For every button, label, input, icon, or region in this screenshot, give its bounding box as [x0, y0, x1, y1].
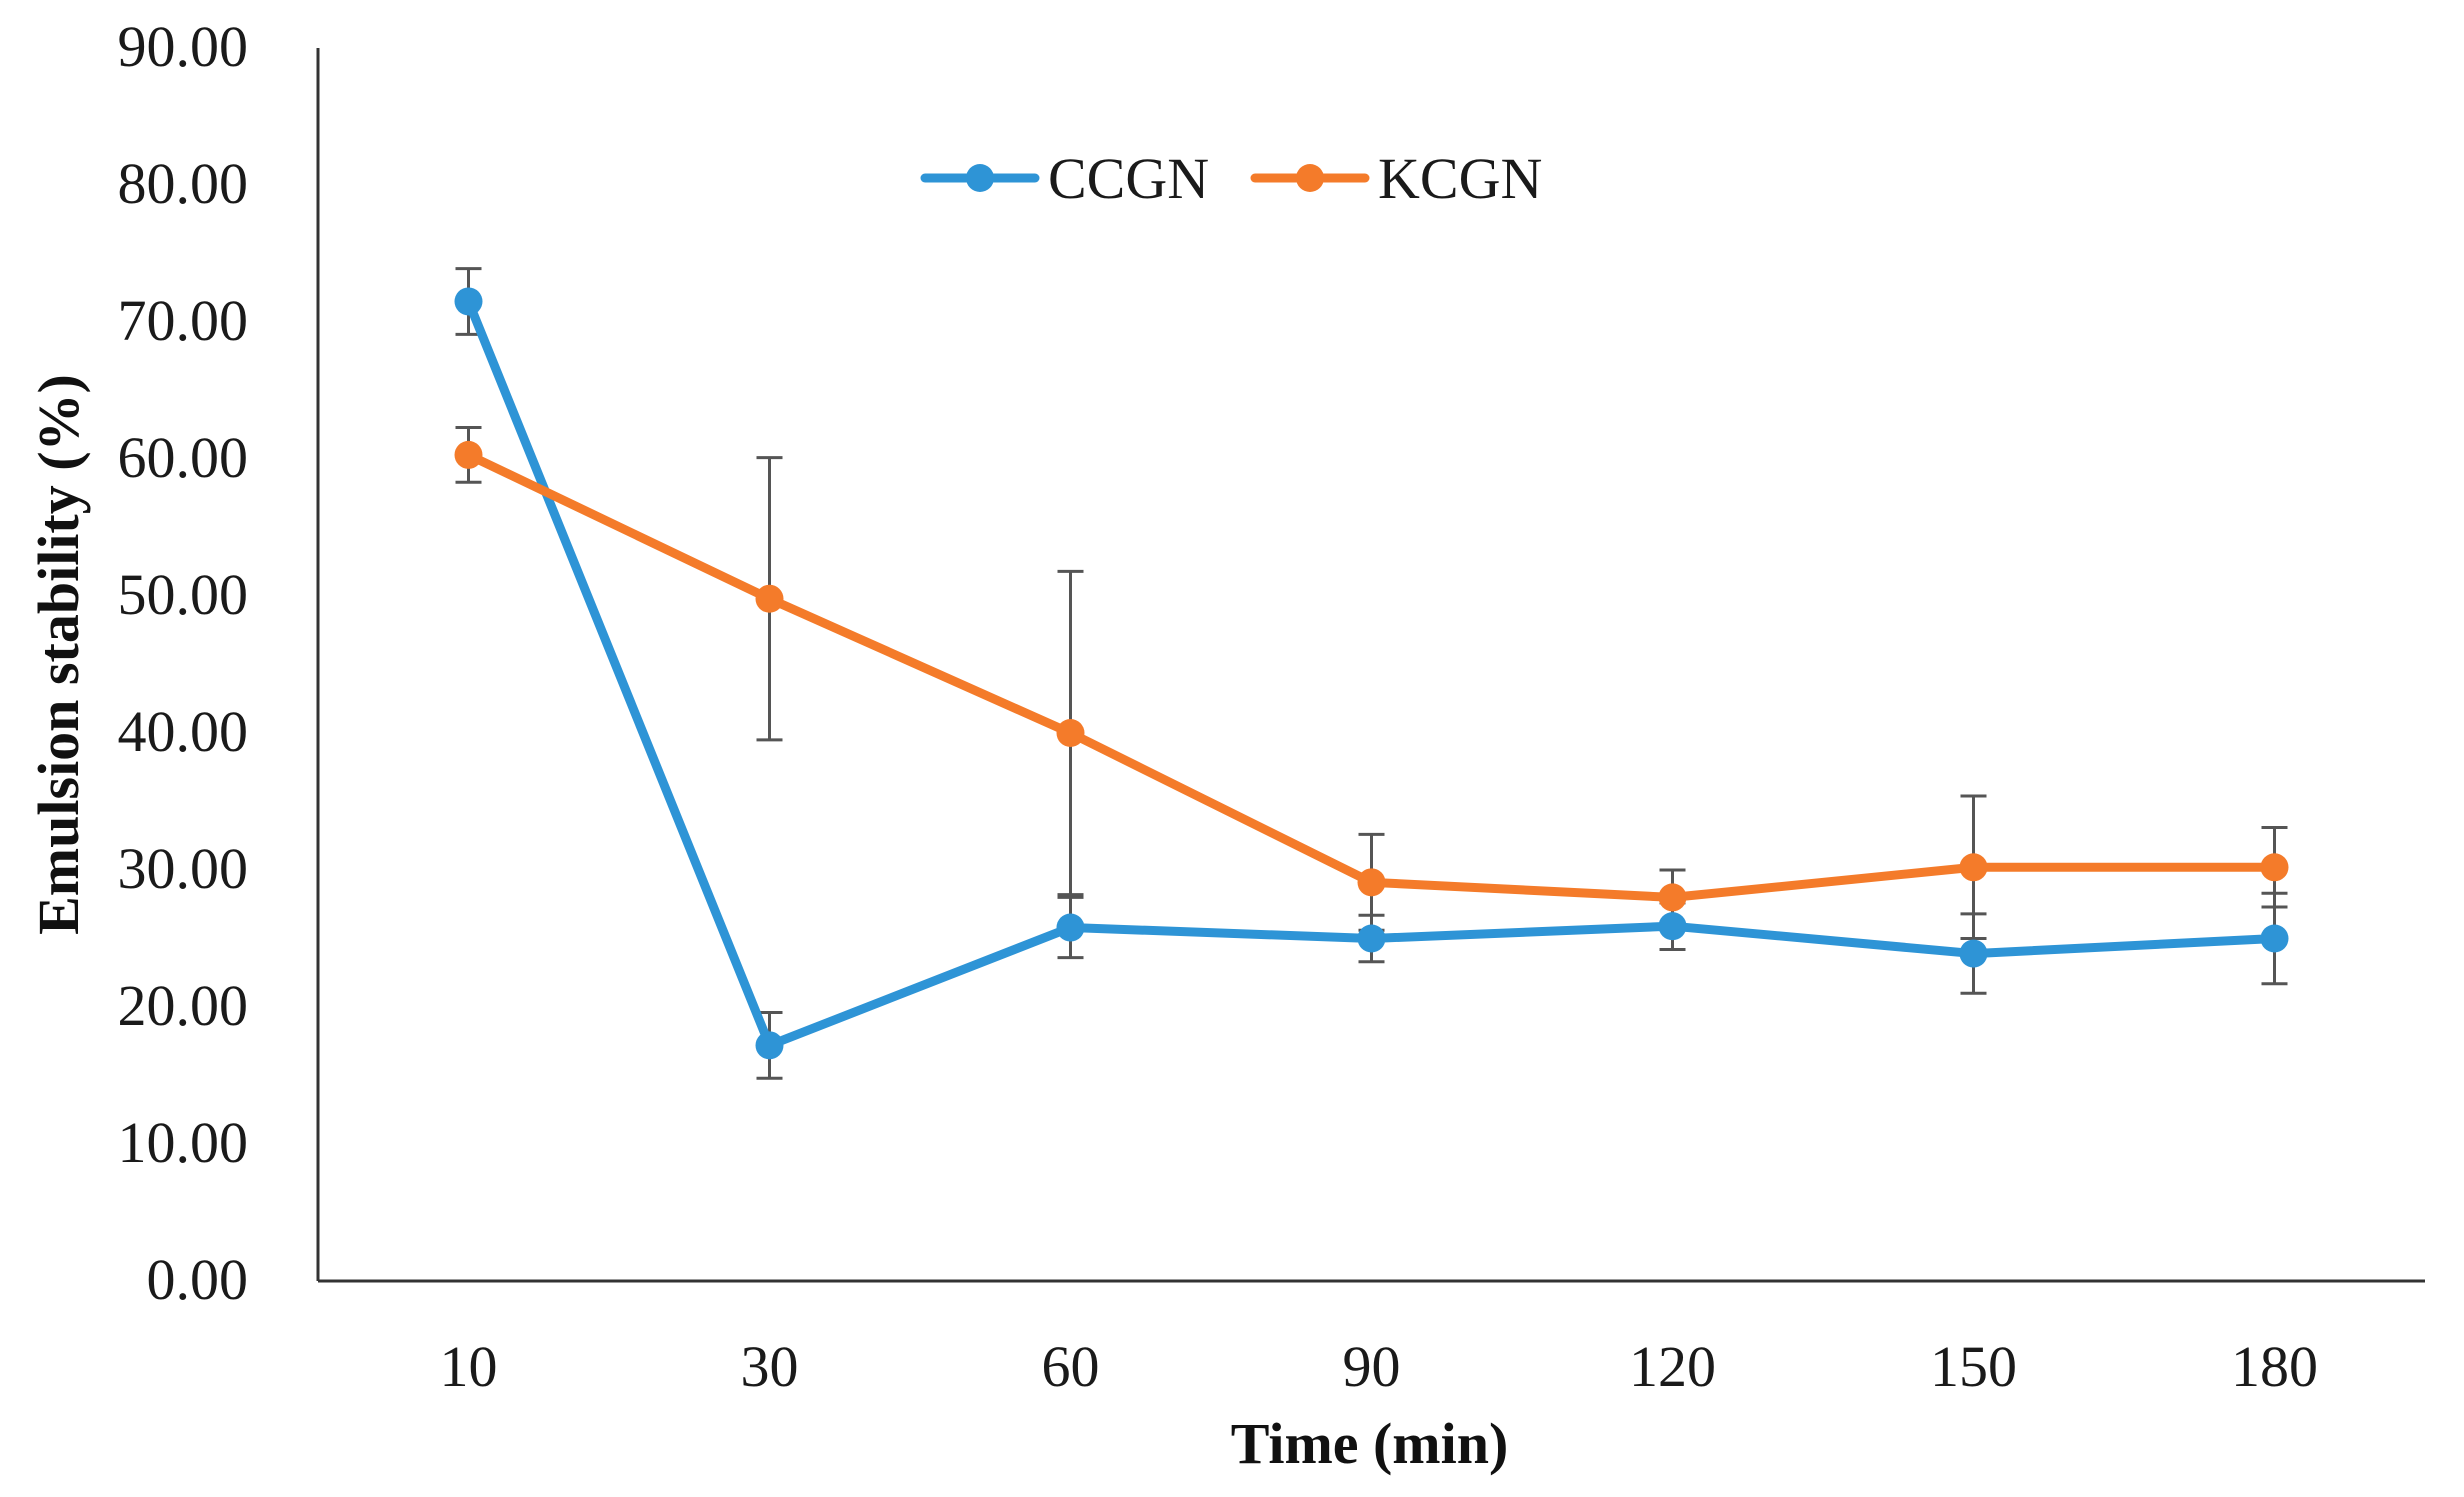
y-tick-label: 90.00	[118, 14, 249, 79]
data-point-ccgn	[1357, 924, 1386, 953]
y-axis-title: Emulsion stability (%)	[26, 374, 91, 935]
y-tick-label: 0.00	[147, 1247, 249, 1312]
legend-marker-kcgn	[1296, 164, 1324, 192]
data-point-kcgn	[2260, 853, 2289, 882]
y-tick-label: 70.00	[118, 288, 249, 353]
y-tick-label: 40.00	[118, 699, 249, 764]
y-tick-label: 80.00	[118, 151, 249, 216]
data-point-kcgn	[1658, 883, 1687, 912]
data-point-ccgn	[1056, 913, 1085, 942]
y-tick-label: 20.00	[118, 973, 249, 1038]
data-point-ccgn	[454, 287, 483, 316]
y-tick-label: 60.00	[118, 425, 249, 490]
x-tick-label: 150	[1930, 1334, 2017, 1399]
y-tick-label: 50.00	[118, 562, 249, 627]
x-tick-label: 60	[1042, 1334, 1100, 1399]
x-tick-label: 120	[1629, 1334, 1716, 1399]
data-point-ccgn	[755, 1031, 784, 1060]
x-tick-label: 10	[440, 1334, 498, 1399]
data-point-ccgn	[1959, 939, 1988, 968]
data-point-ccgn	[2260, 924, 2289, 953]
legend-item-kcgn: KCGN	[1250, 146, 1542, 211]
legend-label-kcgn: KCGN	[1378, 146, 1542, 211]
series-line-kcgn	[464, 450, 2279, 902]
x-axis-title: Time (min)	[1231, 1411, 1509, 1476]
data-point-ccgn	[1658, 912, 1687, 941]
axes	[316, 48, 2425, 1283]
legend: CCGN KCGN	[920, 146, 1542, 211]
legend-label-ccgn: CCGN	[1048, 146, 1209, 211]
data-point-kcgn	[1959, 853, 1988, 882]
x-tick-labels: 10 30 60 90 120 150 180	[440, 1334, 2319, 1399]
y-tick-labels: 0.00 10.00 20.00 30.00 40.00 50.00 60.00 70.00 8…	[118, 14, 249, 1312]
y-tick-label: 30.00	[118, 836, 249, 901]
x-tick-label: 90	[1343, 1334, 1401, 1399]
data-point-kcgn	[1056, 719, 1085, 747]
data-point-kcgn	[454, 440, 483, 469]
data-point-kcgn	[755, 584, 784, 613]
x-tick-label: 30	[741, 1334, 799, 1399]
y-tick-label: 10.00	[118, 1110, 249, 1175]
legend-marker-ccgn	[966, 164, 994, 192]
legend-item-ccgn: CCGN	[920, 146, 1209, 211]
data-series	[454, 287, 2289, 1060]
data-point-kcgn	[1357, 868, 1386, 897]
x-tick-label: 180	[2231, 1334, 2318, 1399]
